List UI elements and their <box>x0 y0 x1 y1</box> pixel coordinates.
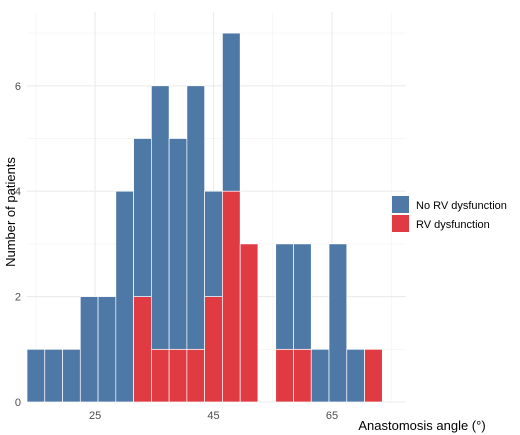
bar-rv-dysfunction <box>293 348 312 403</box>
bar-no-rv-dysfunction <box>26 348 46 403</box>
legend-swatch-no-rv-dysfunction <box>392 196 409 213</box>
bar-no-rv-dysfunction <box>346 348 365 403</box>
bar-rv-dysfunction <box>222 190 241 403</box>
bar-no-rv-dysfunction <box>44 348 63 403</box>
bar-rv-dysfunction <box>204 296 223 403</box>
legend-label-no-rv-dysfunction: No RV dysfunction <box>416 200 507 212</box>
bar-no-rv-dysfunction <box>151 85 170 350</box>
y-axis-title: Number of patients <box>3 157 18 267</box>
x-tick-label: 45 <box>207 410 219 422</box>
bar-no-rv-dysfunction <box>275 243 294 350</box>
y-tick-label: 2 <box>15 292 21 304</box>
x-axis-title: Anastomosis angle (°) <box>358 418 485 433</box>
bar-no-rv-dysfunction <box>79 296 99 403</box>
bar-rv-dysfunction <box>275 348 294 403</box>
bar-no-rv-dysfunction <box>204 190 223 297</box>
legend-swatch-rv-dysfunction <box>392 215 409 232</box>
bar-rv-dysfunction <box>239 243 259 403</box>
y-tick-label: 0 <box>15 397 21 409</box>
histogram-bars <box>26 32 383 403</box>
bar-no-rv-dysfunction <box>222 32 241 192</box>
bar-no-rv-dysfunction <box>293 243 312 350</box>
bar-no-rv-dysfunction <box>62 348 81 403</box>
x-tick-label: 65 <box>326 410 338 422</box>
bar-rv-dysfunction <box>168 348 188 403</box>
y-tick-label: 4 <box>15 186 21 198</box>
bar-rv-dysfunction <box>364 348 383 403</box>
bar-no-rv-dysfunction <box>168 138 188 350</box>
bar-rv-dysfunction <box>151 348 170 403</box>
bar-no-rv-dysfunction <box>328 243 348 403</box>
legend-label-rv-dysfunction: RV dysfunction <box>416 219 490 231</box>
x-tick-labels: 25 45 65 <box>89 410 338 422</box>
x-tick-label: 25 <box>89 410 101 422</box>
y-tick-labels: 0 2 4 6 <box>15 81 21 409</box>
y-tick-label: 6 <box>15 81 21 93</box>
bar-no-rv-dysfunction <box>186 85 206 350</box>
bar-no-rv-dysfunction <box>310 348 330 403</box>
bar-rv-dysfunction <box>186 348 206 403</box>
bar-no-rv-dysfunction <box>133 138 152 297</box>
bar-no-rv-dysfunction <box>97 296 117 403</box>
bar-rv-dysfunction <box>133 296 152 403</box>
legend: No RV dysfunction RV dysfunction <box>392 196 507 232</box>
bar-no-rv-dysfunction <box>115 190 134 403</box>
